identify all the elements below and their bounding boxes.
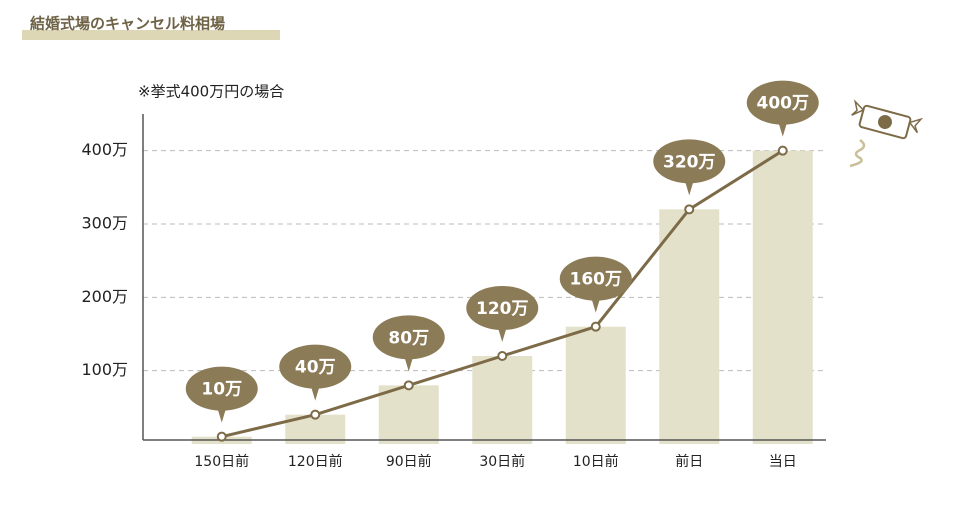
y-tick-label: 100万 <box>81 360 128 379</box>
chart-title: 結婚式場のキャンセル料相場 <box>30 15 225 33</box>
x-tick-label: 前日 <box>675 453 703 470</box>
bar <box>752 150 813 444</box>
bar <box>472 356 533 444</box>
label-bubble <box>279 344 352 389</box>
money-trail <box>849 139 866 168</box>
value-label: 10万 <box>201 380 242 400</box>
label-bubble <box>372 315 445 360</box>
x-tick-label: 当日 <box>769 454 797 470</box>
y-tick-label: 300万 <box>81 214 128 233</box>
value-label: 40万 <box>295 358 336 378</box>
value-label: 120万 <box>476 299 529 319</box>
line-point <box>777 145 788 156</box>
value-label: 400万 <box>757 94 810 114</box>
label-bubble <box>559 256 632 301</box>
x-tick-label: 10日前 <box>573 453 619 470</box>
x-tick-label: 30日前 <box>479 453 525 470</box>
chart-subtitle: ※挙式400万円の場合 <box>138 83 284 101</box>
line-point <box>684 204 695 215</box>
line-point <box>216 431 227 442</box>
title-highlight <box>22 30 280 40</box>
label-bubble <box>746 80 819 125</box>
label-bubble <box>185 366 258 411</box>
y-tick-label: 400万 <box>81 140 128 159</box>
bar <box>378 385 439 444</box>
value-label: 80万 <box>388 328 429 348</box>
line-point <box>403 380 414 391</box>
line-point <box>590 321 601 332</box>
x-tick-label: 150日前 <box>194 453 249 470</box>
bar <box>565 326 626 444</box>
value-label: 320万 <box>663 152 716 172</box>
money-icon <box>851 99 924 140</box>
bar <box>659 209 720 444</box>
label-bubble <box>653 139 726 184</box>
x-tick-label: 120日前 <box>288 453 343 470</box>
y-tick-label: 200万 <box>81 287 128 306</box>
x-tick-label: 90日前 <box>386 453 432 470</box>
value-label: 160万 <box>570 270 623 290</box>
line-point <box>310 409 321 420</box>
label-bubble <box>466 286 539 330</box>
line-point <box>497 351 508 361</box>
